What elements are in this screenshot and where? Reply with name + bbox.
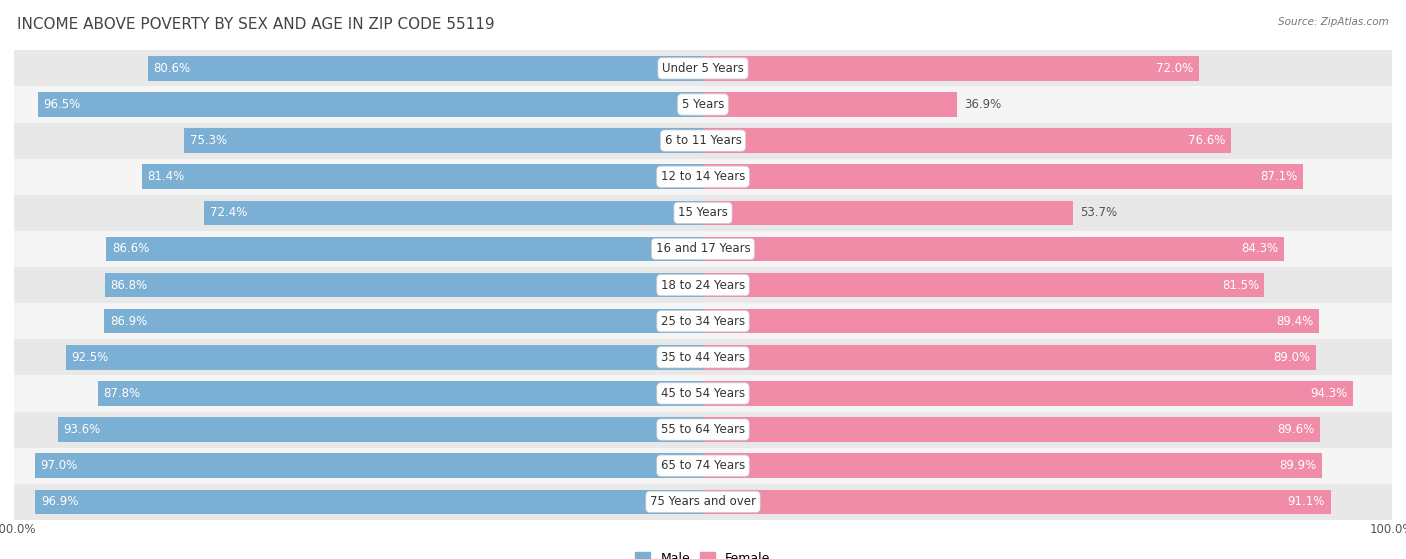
Text: 96.5%: 96.5%: [44, 98, 82, 111]
Bar: [35, 453, 703, 478]
Bar: [703, 453, 1323, 478]
Text: 87.8%: 87.8%: [104, 387, 141, 400]
Bar: [184, 129, 703, 153]
Bar: [703, 309, 1319, 334]
Text: 81.5%: 81.5%: [1222, 278, 1258, 292]
Text: 18 to 24 Years: 18 to 24 Years: [661, 278, 745, 292]
Bar: [14, 411, 1392, 448]
Bar: [107, 236, 703, 261]
Text: 72.4%: 72.4%: [209, 206, 247, 219]
Bar: [14, 195, 1392, 231]
Text: 81.4%: 81.4%: [148, 170, 186, 183]
Text: Under 5 Years: Under 5 Years: [662, 62, 744, 75]
Text: 36.9%: 36.9%: [965, 98, 1001, 111]
Bar: [35, 490, 703, 514]
Legend: Male, Female: Male, Female: [630, 547, 776, 559]
Text: 25 to 34 Years: 25 to 34 Years: [661, 315, 745, 328]
Text: 72.0%: 72.0%: [1156, 62, 1194, 75]
Text: 86.9%: 86.9%: [110, 315, 148, 328]
Text: 75.3%: 75.3%: [190, 134, 226, 147]
Bar: [104, 309, 703, 334]
Bar: [14, 159, 1392, 195]
Text: 87.1%: 87.1%: [1260, 170, 1298, 183]
Bar: [105, 273, 703, 297]
Text: 86.6%: 86.6%: [112, 243, 149, 255]
Text: 96.9%: 96.9%: [41, 495, 79, 508]
Text: 65 to 74 Years: 65 to 74 Years: [661, 459, 745, 472]
Text: 89.0%: 89.0%: [1274, 351, 1310, 364]
Text: 16 and 17 Years: 16 and 17 Years: [655, 243, 751, 255]
Bar: [703, 201, 1073, 225]
Text: 80.6%: 80.6%: [153, 62, 190, 75]
Text: 91.1%: 91.1%: [1288, 495, 1324, 508]
Bar: [204, 201, 703, 225]
Text: 12 to 14 Years: 12 to 14 Years: [661, 170, 745, 183]
Bar: [703, 164, 1303, 189]
Text: 89.9%: 89.9%: [1279, 459, 1317, 472]
Text: 75 Years and over: 75 Years and over: [650, 495, 756, 508]
Bar: [14, 339, 1392, 376]
Bar: [703, 92, 957, 117]
Bar: [703, 273, 1264, 297]
Text: 97.0%: 97.0%: [41, 459, 77, 472]
Bar: [703, 56, 1199, 80]
Bar: [703, 490, 1330, 514]
Text: 45 to 54 Years: 45 to 54 Years: [661, 387, 745, 400]
Text: 93.6%: 93.6%: [63, 423, 101, 436]
Text: 94.3%: 94.3%: [1310, 387, 1347, 400]
Bar: [703, 129, 1230, 153]
Text: 53.7%: 53.7%: [1080, 206, 1116, 219]
Bar: [14, 50, 1392, 87]
Bar: [58, 417, 703, 442]
Bar: [148, 56, 703, 80]
Text: 92.5%: 92.5%: [72, 351, 108, 364]
Text: 15 Years: 15 Years: [678, 206, 728, 219]
Bar: [703, 345, 1316, 369]
Bar: [14, 303, 1392, 339]
Bar: [14, 376, 1392, 411]
Text: 76.6%: 76.6%: [1188, 134, 1225, 147]
Text: Source: ZipAtlas.com: Source: ZipAtlas.com: [1278, 17, 1389, 27]
Bar: [703, 381, 1353, 406]
Bar: [142, 164, 703, 189]
Text: 6 to 11 Years: 6 to 11 Years: [665, 134, 741, 147]
Text: 86.8%: 86.8%: [111, 278, 148, 292]
Bar: [14, 87, 1392, 122]
Bar: [66, 345, 703, 369]
Bar: [14, 231, 1392, 267]
Bar: [14, 267, 1392, 303]
Text: 35 to 44 Years: 35 to 44 Years: [661, 351, 745, 364]
Bar: [38, 92, 703, 117]
Text: 89.6%: 89.6%: [1278, 423, 1315, 436]
Text: 84.3%: 84.3%: [1241, 243, 1278, 255]
Text: INCOME ABOVE POVERTY BY SEX AND AGE IN ZIP CODE 55119: INCOME ABOVE POVERTY BY SEX AND AGE IN Z…: [17, 17, 495, 32]
Bar: [14, 448, 1392, 484]
Bar: [14, 122, 1392, 159]
Bar: [703, 236, 1284, 261]
Text: 55 to 64 Years: 55 to 64 Years: [661, 423, 745, 436]
Bar: [703, 417, 1320, 442]
Bar: [98, 381, 703, 406]
Text: 5 Years: 5 Years: [682, 98, 724, 111]
Bar: [14, 484, 1392, 520]
Text: 89.4%: 89.4%: [1277, 315, 1313, 328]
